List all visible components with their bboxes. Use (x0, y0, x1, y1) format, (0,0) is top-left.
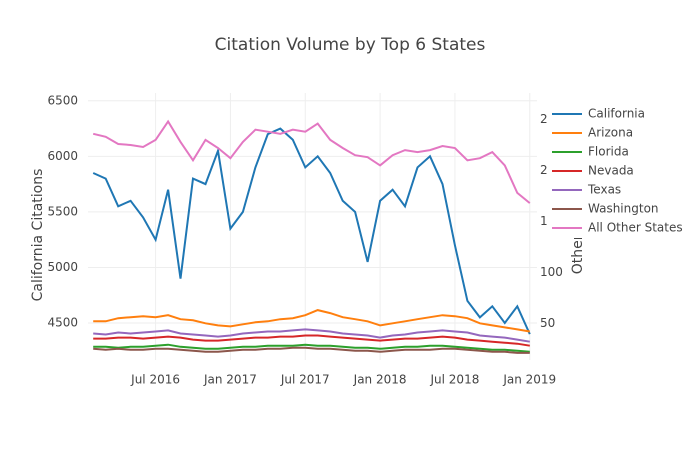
legend-label: All Other States (588, 221, 683, 235)
chart-title: Citation Volume by Top 6 States (215, 35, 486, 55)
series-line (92, 127, 531, 335)
x-tick-label: Jan 2017 (203, 373, 257, 387)
y-tick-label: 6500 (47, 93, 78, 107)
series-line (93, 328, 530, 343)
y2-tick-label: 100 (540, 265, 563, 279)
series-line (93, 309, 530, 333)
y-tick-label: 4500 (47, 316, 78, 330)
series-line (93, 334, 530, 347)
legend-label: Florida (588, 145, 629, 159)
y2-tick-label: 50 (540, 316, 555, 330)
legend-label: Texas (587, 183, 621, 197)
y-tick-label: 5500 (47, 204, 78, 218)
x-tick-label: Jul 2016 (130, 373, 180, 387)
x-tick-label: Jan 2019 (502, 373, 556, 387)
x-tick-label: Jan 2018 (353, 373, 407, 387)
legend-label: Washington (588, 202, 659, 216)
legend-label: California (588, 107, 645, 121)
y-tick-label: 5000 (47, 260, 78, 274)
x-tick-label: Jul 2017 (280, 373, 330, 387)
legend-label: Nevada (588, 164, 634, 178)
legend: California Arizona Florida Nevada Texas Washi… (548, 104, 698, 238)
series-line (92, 119, 531, 204)
series-line (93, 346, 530, 354)
legend-label: Arizona (588, 126, 633, 140)
x-tick-label: Jul 2018 (430, 373, 480, 387)
y-tick-label: 6000 (47, 149, 78, 163)
y-axis-title: California Citations (30, 169, 46, 302)
series-line (93, 343, 530, 353)
